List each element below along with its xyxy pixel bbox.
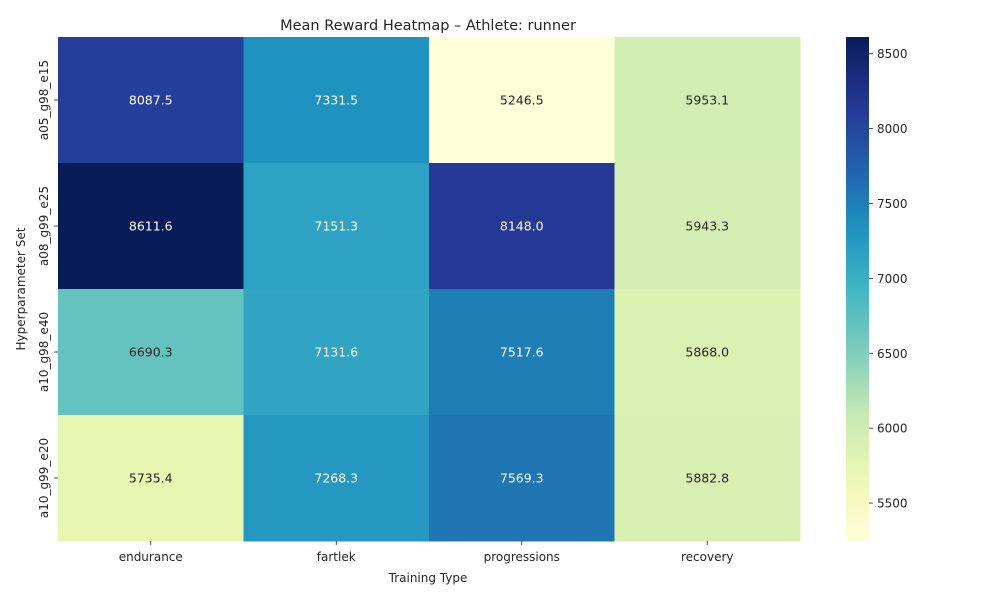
x-tick-label: recovery: [681, 550, 734, 564]
heatmap-cell: [429, 415, 615, 542]
heatmap-cell: [243, 37, 430, 164]
cell-value-label: 7131.6: [314, 345, 358, 360]
cell-value-label: 6690.3: [129, 345, 173, 360]
heatmap-cell: [614, 415, 801, 542]
heatmap-cell: [243, 415, 430, 542]
heatmap-cell: [429, 163, 615, 290]
heatmap-cell: [429, 289, 615, 416]
heatmap-cell: [243, 289, 430, 416]
colorbar-tick-label: 6000: [877, 422, 908, 436]
cell-value-label: 8087.5: [129, 93, 173, 108]
colorbar-tick-label: 5500: [877, 497, 908, 511]
cell-value-label: 7151.3: [314, 219, 358, 234]
colorbar-gradient: [846, 37, 869, 541]
heatmap-cell: [429, 37, 615, 164]
heatmap-cell: [58, 37, 244, 164]
cell-value-label: 7268.3: [314, 471, 358, 486]
colorbar-tick-label: 8000: [877, 122, 908, 136]
cell-value-label: 5246.5: [500, 93, 544, 108]
colorbar: 5500 6000 6500 7000 7500 8000 8500: [846, 37, 908, 541]
colorbar-tick-label: 7500: [877, 197, 908, 211]
y-tick-label: a08_g99_e25: [37, 186, 51, 266]
cell-value-label: 8611.6: [129, 219, 173, 234]
cell-value-label: 7331.5: [314, 93, 358, 108]
cell-value-label: 7517.6: [500, 345, 544, 360]
chart-title: Mean Reward Heatmap – Athlete: runner: [280, 18, 576, 34]
y-tick-label: a05_g98_e15: [37, 60, 51, 140]
colorbar-tick-label: 6500: [877, 347, 908, 361]
cell-value-label: 5868.0: [685, 345, 729, 360]
x-tick-label: endurance: [119, 550, 183, 564]
cell-value-label: 5735.4: [129, 471, 173, 486]
cell-value-labels: 8087.5 7331.5 5246.5 5953.1 8611.6 7151.3 8148…: [129, 93, 729, 486]
y-tick-label: a10_g99_e20: [37, 438, 51, 518]
x-tick-label: progressions: [484, 550, 560, 564]
cell-value-label: 5882.8: [685, 471, 729, 486]
y-axis-label: Hyperparameter Set: [14, 227, 28, 350]
x-axis-label: Training Type: [388, 571, 468, 585]
y-tick-label: a10_g98_e40: [37, 312, 51, 392]
heatmap-cell: [58, 163, 244, 290]
heatmap-cell: [614, 289, 801, 416]
cell-value-label: 5953.1: [685, 93, 729, 108]
cell-value-label: 7569.3: [500, 471, 544, 486]
cell-value-label: 8148.0: [500, 219, 544, 234]
colorbar-tick-label: 8500: [877, 47, 908, 61]
heatmap-cell: [58, 289, 244, 416]
heatmap-cell: [614, 37, 801, 164]
cell-value-label: 5943.3: [685, 219, 729, 234]
heatmap-cell: [614, 163, 801, 290]
heatmap-cells: [58, 37, 801, 542]
x-tick-label: fartlek: [317, 550, 356, 564]
heatmap-cell: [243, 163, 430, 290]
y-axis: a05_g98_e15 a08_g99_e25 a10_g98_e40 a10_g99…: [37, 60, 58, 518]
heatmap-cell: [58, 415, 244, 542]
x-axis: endurance fartlek progressions recovery: [119, 541, 734, 564]
colorbar-tick-label: 7000: [877, 272, 908, 286]
